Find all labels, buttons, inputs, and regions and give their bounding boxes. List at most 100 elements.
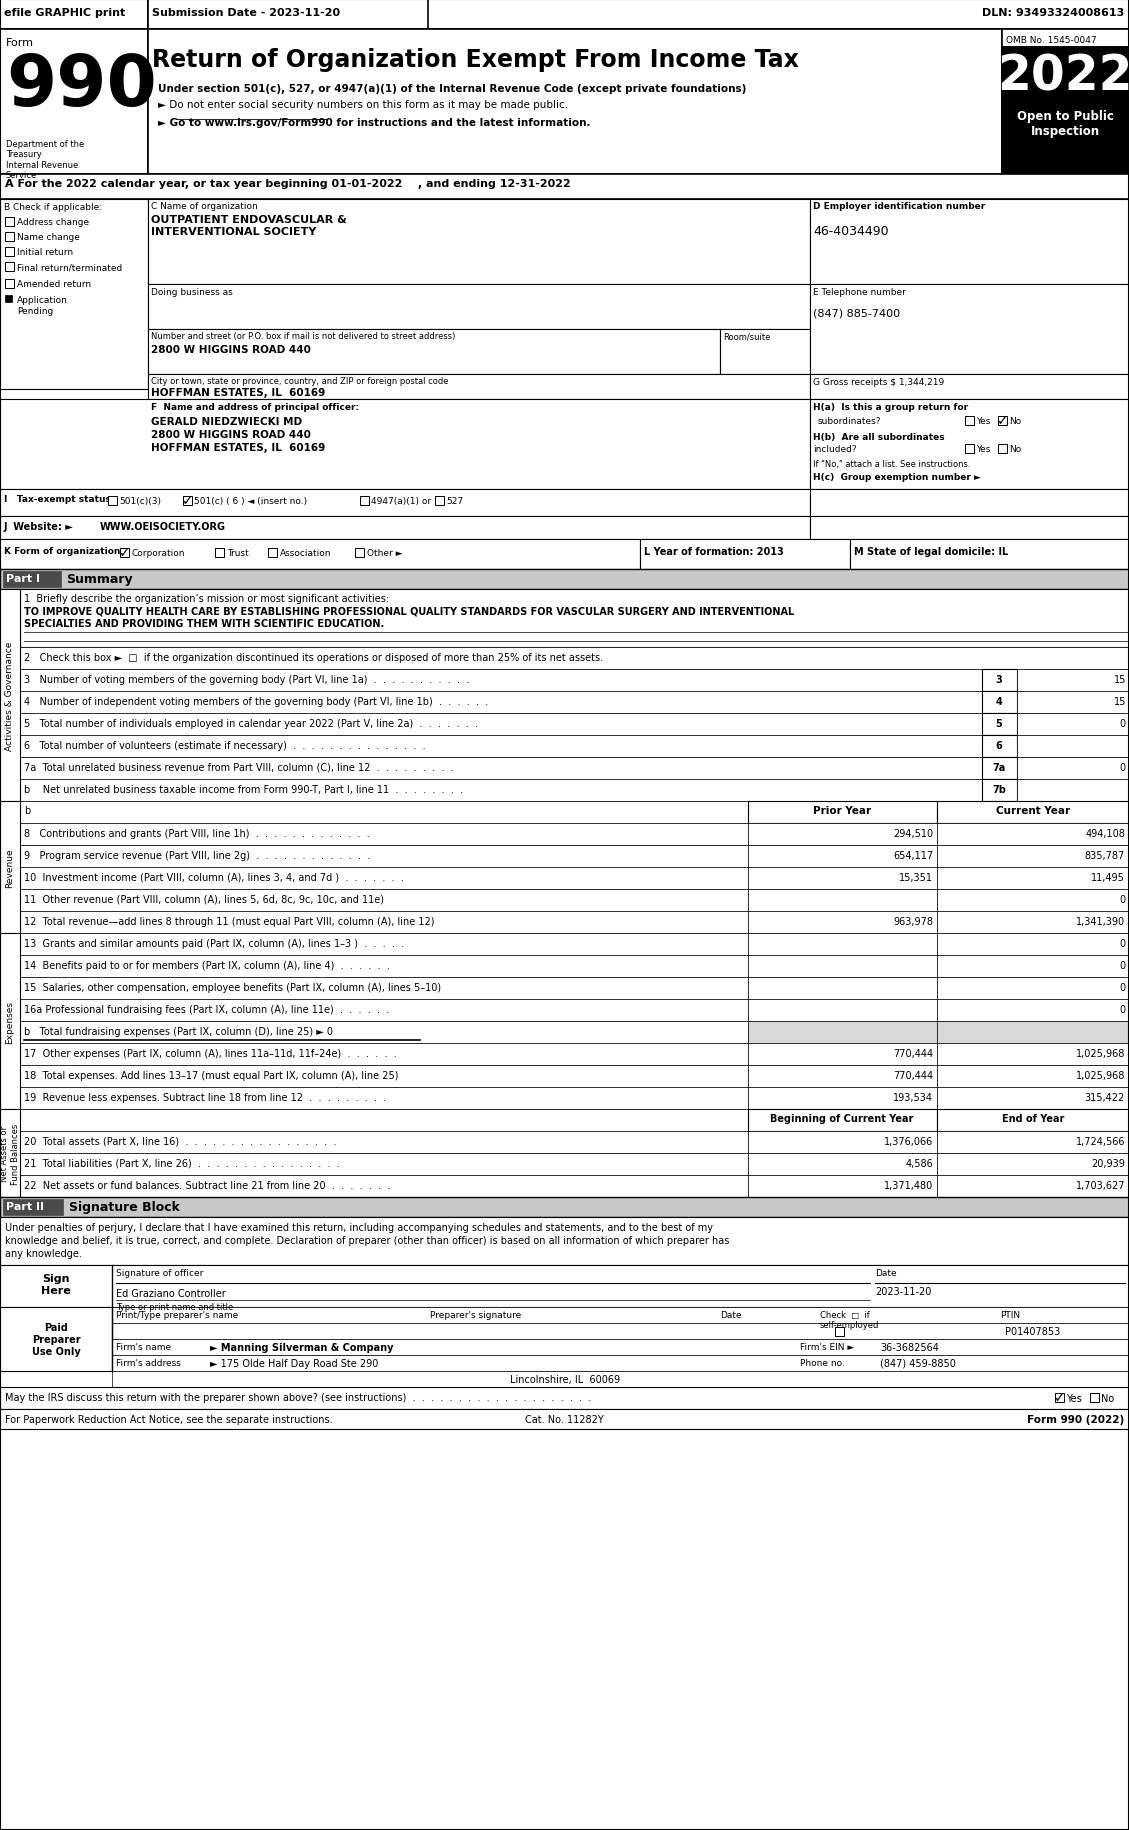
- Bar: [749, 1175, 937, 1197]
- Text: Cat. No. 11282Y: Cat. No. 11282Y: [525, 1415, 603, 1424]
- Text: Expenses: Expenses: [6, 999, 15, 1043]
- Text: For Paperwork Reduction Act Notice, see the separate instructions.: For Paperwork Reduction Act Notice, see …: [5, 1415, 333, 1424]
- Bar: [749, 1087, 937, 1109]
- Bar: [749, 867, 937, 889]
- Text: 1,376,066: 1,376,066: [884, 1136, 933, 1146]
- Text: Type or print name and title: Type or print name and title: [116, 1303, 234, 1312]
- Bar: [937, 1131, 1129, 1153]
- Bar: [20, 999, 749, 1021]
- Text: 1,724,566: 1,724,566: [1076, 1136, 1124, 1146]
- Text: 22  Net assets or fund balances. Subtract line 21 from line 20  .  .  .  .  .  .: 22 Net assets or fund balances. Subtract…: [24, 1180, 391, 1190]
- Bar: [937, 955, 1129, 977]
- Bar: [720, 329, 809, 375]
- Text: 2800 W HIGGINS ROAD 440: 2800 W HIGGINS ROAD 440: [151, 344, 310, 355]
- Bar: [0, 1109, 20, 1197]
- Bar: [0, 29, 1129, 176]
- Bar: [749, 824, 937, 845]
- Text: Summary: Summary: [65, 573, 132, 586]
- Bar: [937, 1087, 1129, 1109]
- Text: ✓: ✓: [997, 414, 1008, 428]
- Text: 16a Professional fundraising fees (Part IX, column (A), line 11e)  .  .  .  .  .: 16a Professional fundraising fees (Part …: [24, 1005, 390, 1014]
- Text: Form: Form: [6, 38, 34, 48]
- Bar: [0, 1307, 112, 1371]
- Bar: [982, 758, 1017, 780]
- Text: OMB No. 1545-0047: OMB No. 1545-0047: [1006, 37, 1096, 46]
- Text: Yes: Yes: [1066, 1393, 1082, 1404]
- Text: Part II: Part II: [6, 1200, 44, 1211]
- Text: 1,025,968: 1,025,968: [1076, 1049, 1124, 1058]
- Text: subordinates?: subordinates?: [819, 417, 882, 426]
- Text: 0: 0: [1119, 1005, 1124, 1014]
- Bar: [937, 802, 1129, 824]
- Bar: [20, 1043, 749, 1065]
- Bar: [1017, 736, 1129, 758]
- Text: 19  Revenue less expenses. Subtract line 18 from line 12  .  .  .  .  .  .  .  .: 19 Revenue less expenses. Subtract line …: [24, 1093, 386, 1102]
- Text: Preparer's signature: Preparer's signature: [430, 1310, 522, 1319]
- Bar: [809, 490, 1129, 516]
- Text: 0: 0: [1119, 961, 1124, 970]
- Bar: [749, 1153, 937, 1175]
- Text: Sign
Here: Sign Here: [41, 1274, 71, 1296]
- Text: P01407853: P01407853: [1005, 1327, 1060, 1336]
- Text: Date: Date: [720, 1310, 742, 1319]
- Text: 770,444: 770,444: [893, 1071, 933, 1080]
- Text: 501(c) ( 6 ) ◄ (insert no.): 501(c) ( 6 ) ◄ (insert no.): [194, 496, 307, 505]
- Text: 2800 W HIGGINS ROAD 440: 2800 W HIGGINS ROAD 440: [151, 430, 310, 439]
- Text: GERALD NIEDZWIECKI MD: GERALD NIEDZWIECKI MD: [151, 417, 303, 426]
- Bar: [0, 516, 809, 540]
- Text: any knowledge.: any knowledge.: [5, 1248, 82, 1259]
- Text: J  Website: ►: J Website: ►: [5, 522, 73, 533]
- Text: 12  Total revenue—add lines 8 through 11 (must equal Part VIII, column (A), line: 12 Total revenue—add lines 8 through 11 …: [24, 917, 435, 926]
- Text: OUTPATIENT ENDOVASCULAR &
INTERVENTIONAL SOCIETY: OUTPATIENT ENDOVASCULAR & INTERVENTIONAL…: [151, 214, 347, 236]
- Bar: [20, 736, 982, 758]
- Text: (847) 885-7400: (847) 885-7400: [813, 307, 900, 318]
- Text: D Employer identification number: D Employer identification number: [813, 201, 986, 210]
- Text: Open to Public
Inspection: Open to Public Inspection: [1016, 110, 1113, 137]
- Bar: [5, 247, 14, 256]
- Bar: [998, 445, 1007, 454]
- Text: 17  Other expenses (Part IX, column (A), lines 11a–11d, 11f–24e)  .  .  .  .  . : 17 Other expenses (Part IX, column (A), …: [24, 1049, 396, 1058]
- Text: H(c)  Group exemption number ►: H(c) Group exemption number ►: [813, 472, 981, 481]
- Text: 11  Other revenue (Part VIII, column (A), lines 5, 6d, 8c, 9c, 10c, and 11e): 11 Other revenue (Part VIII, column (A),…: [24, 895, 384, 904]
- Bar: [640, 540, 850, 569]
- Bar: [3, 1199, 63, 1215]
- Text: 15: 15: [1113, 697, 1126, 706]
- Text: Print/Type preparer's name: Print/Type preparer's name: [116, 1310, 238, 1319]
- Text: knowledge and belief, it is true, correct, and complete. Declaration of preparer: knowledge and belief, it is true, correc…: [5, 1235, 729, 1246]
- Bar: [982, 670, 1017, 692]
- Text: 1  Briefly describe the organization’s mission or most significant activities:: 1 Briefly describe the organization’s mi…: [24, 593, 390, 604]
- Bar: [937, 1021, 1129, 1043]
- Bar: [0, 1307, 1129, 1323]
- Text: Amended return: Amended return: [17, 280, 91, 289]
- Bar: [0, 1409, 1129, 1429]
- Text: included?: included?: [813, 445, 857, 454]
- Bar: [20, 977, 749, 999]
- Text: 20  Total assets (Part X, line 16)  .  .  .  .  .  .  .  .  .  .  .  .  .  .  . : 20 Total assets (Part X, line 16) . . . …: [24, 1136, 336, 1146]
- Bar: [360, 496, 369, 505]
- Bar: [982, 714, 1017, 736]
- Text: Trust: Trust: [227, 549, 248, 558]
- Text: 8   Contributions and grants (Part VIII, line 1h)  .  .  .  .  .  .  .  .  .  . : 8 Contributions and grants (Part VIII, l…: [24, 829, 370, 838]
- Text: ► Manning Silverman & Company: ► Manning Silverman & Company: [210, 1341, 394, 1352]
- Bar: [148, 199, 809, 285]
- Text: b    Net unrelated business taxable income from Form 990-T, Part I, line 11  .  : b Net unrelated business taxable income …: [24, 785, 463, 794]
- Bar: [937, 911, 1129, 933]
- Text: 4   Number of independent voting members of the governing body (Part VI, line 1b: 4 Number of independent voting members o…: [24, 697, 488, 706]
- Bar: [1089, 1393, 1099, 1402]
- Bar: [20, 1021, 749, 1043]
- Text: 501(c)(3): 501(c)(3): [119, 496, 161, 505]
- Text: 5: 5: [996, 719, 1003, 728]
- Text: Under penalties of perjury, I declare that I have examined this return, includin: Under penalties of perjury, I declare th…: [5, 1222, 714, 1232]
- Bar: [148, 375, 809, 399]
- Text: HOFFMAN ESTATES, IL  60169: HOFFMAN ESTATES, IL 60169: [151, 388, 325, 397]
- Text: 193,534: 193,534: [893, 1093, 933, 1102]
- Bar: [749, 977, 937, 999]
- Text: HOFFMAN ESTATES, IL  60169: HOFFMAN ESTATES, IL 60169: [151, 443, 325, 452]
- Bar: [749, 889, 937, 911]
- Text: 2023-11-20: 2023-11-20: [875, 1286, 931, 1296]
- Text: Under section 501(c), 527, or 4947(a)(1) of the Internal Revenue Code (except pr: Under section 501(c), 527, or 4947(a)(1)…: [158, 84, 746, 93]
- Text: Pending: Pending: [17, 307, 53, 317]
- Text: Firm's EIN ►: Firm's EIN ►: [800, 1341, 855, 1351]
- Text: 315,422: 315,422: [1085, 1093, 1124, 1102]
- Text: Final return/terminated: Final return/terminated: [17, 264, 122, 273]
